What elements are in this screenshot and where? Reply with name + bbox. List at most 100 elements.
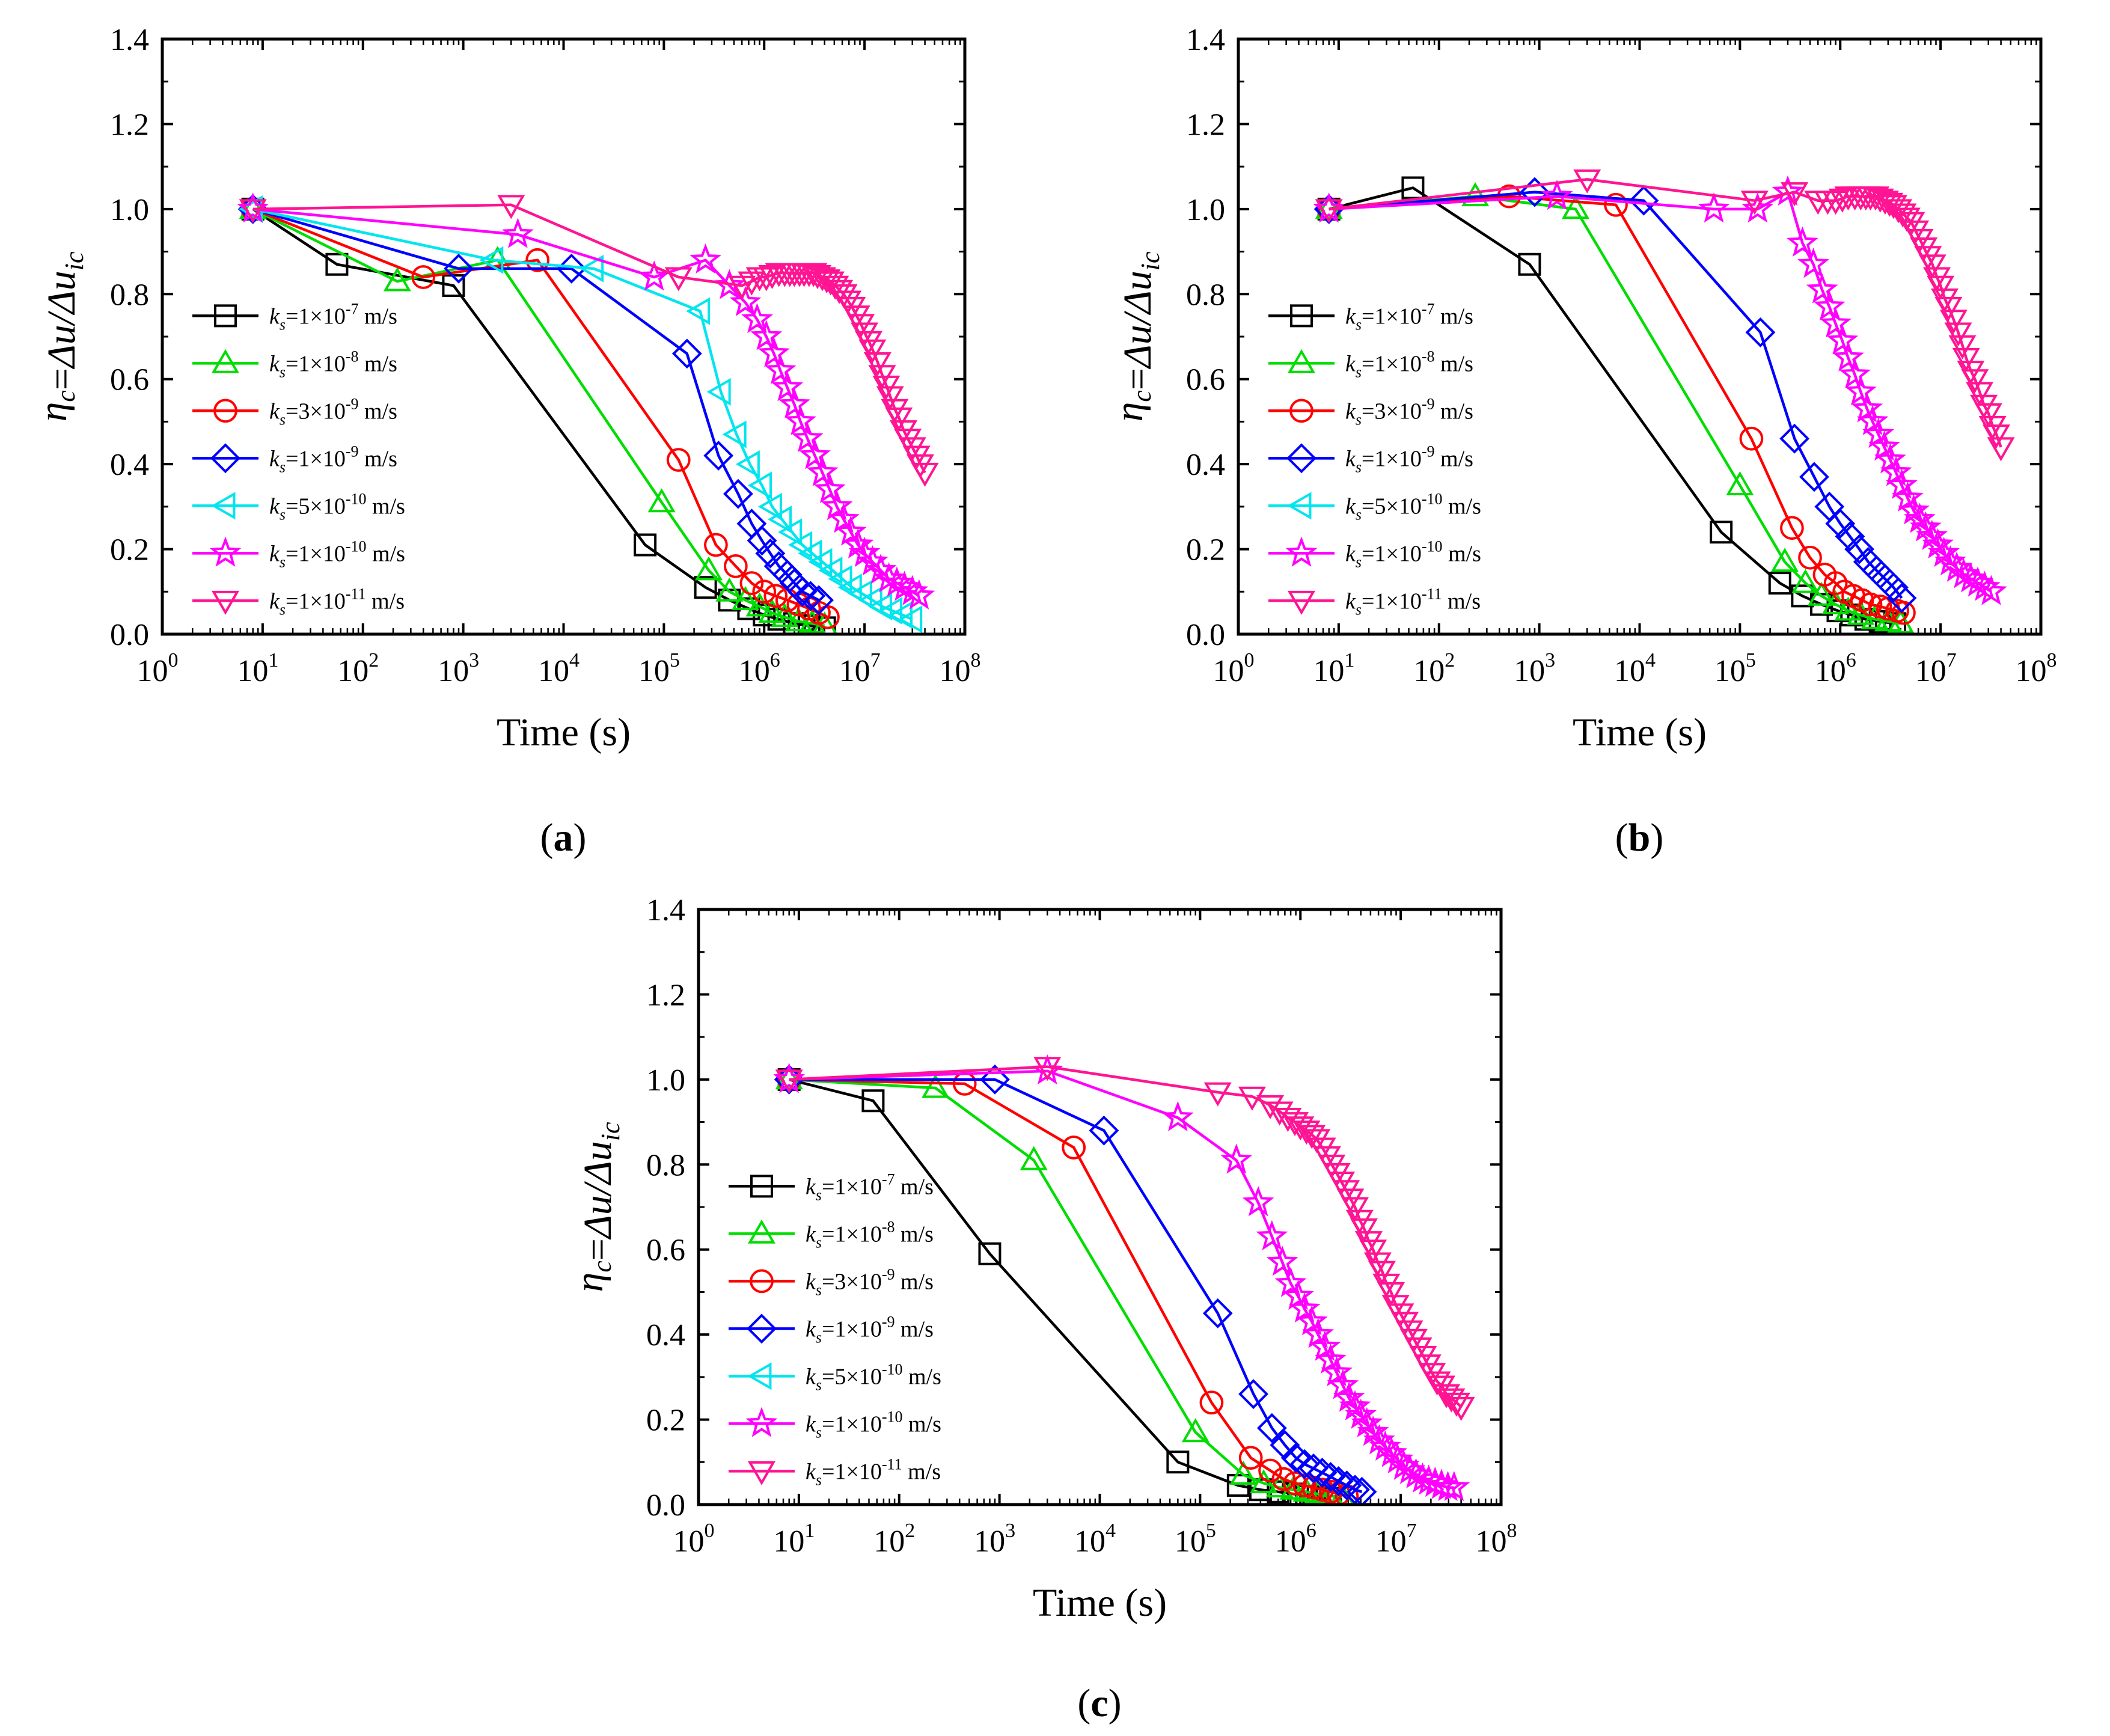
- data-point: [1333, 1381, 1365, 1412]
- data-point: [778, 518, 803, 546]
- data-point: [1982, 424, 2010, 449]
- y-tick-label: 0.8: [110, 278, 149, 312]
- data-point: [1966, 382, 1994, 406]
- data-point: [1939, 310, 1968, 334]
- data-point: [1944, 322, 1972, 347]
- data-point: [1740, 191, 1769, 215]
- data-point: [898, 605, 923, 634]
- data-point: [1541, 179, 1573, 210]
- data-point: [1258, 1458, 1282, 1483]
- data-point: [1202, 1298, 1233, 1328]
- data-point: [1886, 468, 1918, 499]
- data-point: [735, 450, 760, 478]
- series-line-4: [1329, 191, 1903, 599]
- data-point: [1874, 443, 1906, 474]
- legend-marker: [1290, 304, 1313, 328]
- data-point: [903, 579, 935, 610]
- y-tick-label: 0.6: [646, 1233, 685, 1268]
- data-point: [911, 462, 939, 487]
- x-tick-label: 103: [1514, 649, 1555, 688]
- data-point: [1323, 1466, 1354, 1497]
- data-point: [1948, 335, 1977, 359]
- data-point: [758, 599, 786, 623]
- data-point: [1791, 569, 1820, 593]
- data-point: [1834, 596, 1862, 621]
- data-point: [1340, 1475, 1370, 1505]
- legend-entry: ks=3×10-9 m/s: [269, 395, 397, 428]
- data-point: [1229, 1460, 1258, 1485]
- data-point: [1779, 423, 1810, 454]
- y-tick-label: 1.4: [110, 23, 149, 57]
- data-point: [1226, 1474, 1250, 1497]
- data-point: [1813, 290, 1845, 320]
- data-point: [821, 490, 853, 521]
- data-point: [1791, 584, 1814, 608]
- data-point: [842, 528, 874, 558]
- data-point: [834, 515, 867, 546]
- data-point: [876, 386, 904, 411]
- legend-marker: [1289, 399, 1313, 423]
- data-point: [1266, 1245, 1298, 1276]
- data-point: [1780, 516, 1804, 540]
- data-point: [1298, 1453, 1329, 1484]
- data-point: [1347, 1476, 1377, 1505]
- data-point: [1289, 1449, 1320, 1479]
- legend: ks=1×10-7 m/s ks=1×10-8 m/s ks=3×10-9 m/s k…: [192, 300, 405, 618]
- data-point: [1288, 1292, 1321, 1323]
- legend-entry: ks=1×10-9 m/s: [806, 1313, 934, 1346]
- data-point: [1573, 169, 1601, 194]
- data-point: [1220, 1143, 1253, 1174]
- data-point: [1934, 297, 1963, 322]
- data-point: [1274, 1267, 1307, 1297]
- data-point: [1742, 192, 1774, 223]
- data-point: [1033, 1057, 1062, 1081]
- x-tick-label: 100: [1213, 649, 1255, 688]
- legend-marker: [745, 1407, 778, 1437]
- legend-marker: [1287, 349, 1316, 373]
- data-point: [1892, 207, 1921, 232]
- legend-marker: [750, 1269, 774, 1294]
- data-point: [723, 478, 753, 509]
- data-point: [1447, 1396, 1475, 1421]
- data-point: [1203, 1082, 1232, 1107]
- data-point: [747, 525, 777, 556]
- data-point: [818, 556, 843, 584]
- data-point: [1339, 1390, 1371, 1420]
- data-point: [1518, 252, 1541, 276]
- legend-entry: ks=1×10-10 m/s: [269, 537, 405, 570]
- y-tick-label: 0.2: [1186, 533, 1225, 567]
- data-point: [978, 1242, 1001, 1265]
- data-point: [1726, 471, 1754, 495]
- data-point: [1368, 1261, 1396, 1285]
- data-point: [739, 571, 764, 595]
- y-tick-label: 1.0: [646, 1063, 685, 1098]
- data-point: [1199, 1390, 1224, 1415]
- series-line-3: [1329, 195, 1904, 614]
- data-point: [1295, 1305, 1328, 1336]
- y-axis-title: ηc=Δu/Δuic: [1107, 251, 1165, 422]
- data-point: [798, 539, 822, 567]
- data-point: [757, 492, 782, 521]
- y-tick-label: 1.2: [110, 108, 149, 142]
- x-tick-label: 103: [438, 649, 479, 688]
- data-point: [1851, 392, 1883, 423]
- y-tick-label: 0.0: [1186, 618, 1225, 652]
- legend-entry: ks=1×10-11 m/s: [269, 585, 405, 618]
- y-axis-title: ηc=Δu/Δuic: [31, 251, 89, 422]
- x-tick-label: 108: [2016, 649, 2057, 688]
- data-point: [771, 371, 804, 402]
- data-point: [1161, 1101, 1194, 1131]
- legend: ks=1×10-7 m/s ks=1×10-8 m/s ks=3×10-9 m/s k…: [1268, 300, 1481, 618]
- data-point: [729, 286, 762, 316]
- legend-marker: [747, 1313, 777, 1344]
- y-axis-title: ηc=Δu/Δuic: [567, 1122, 625, 1292]
- data-point: [1768, 572, 1791, 595]
- data-point: [1341, 1197, 1369, 1221]
- x-tick-label: 104: [538, 649, 579, 688]
- data-point: [1166, 1450, 1190, 1474]
- x-tick-label: 101: [773, 1520, 815, 1559]
- data-point: [1904, 503, 1936, 533]
- series-line-3: [252, 207, 828, 619]
- data-point: [1770, 548, 1799, 572]
- data-point: [1238, 1086, 1266, 1111]
